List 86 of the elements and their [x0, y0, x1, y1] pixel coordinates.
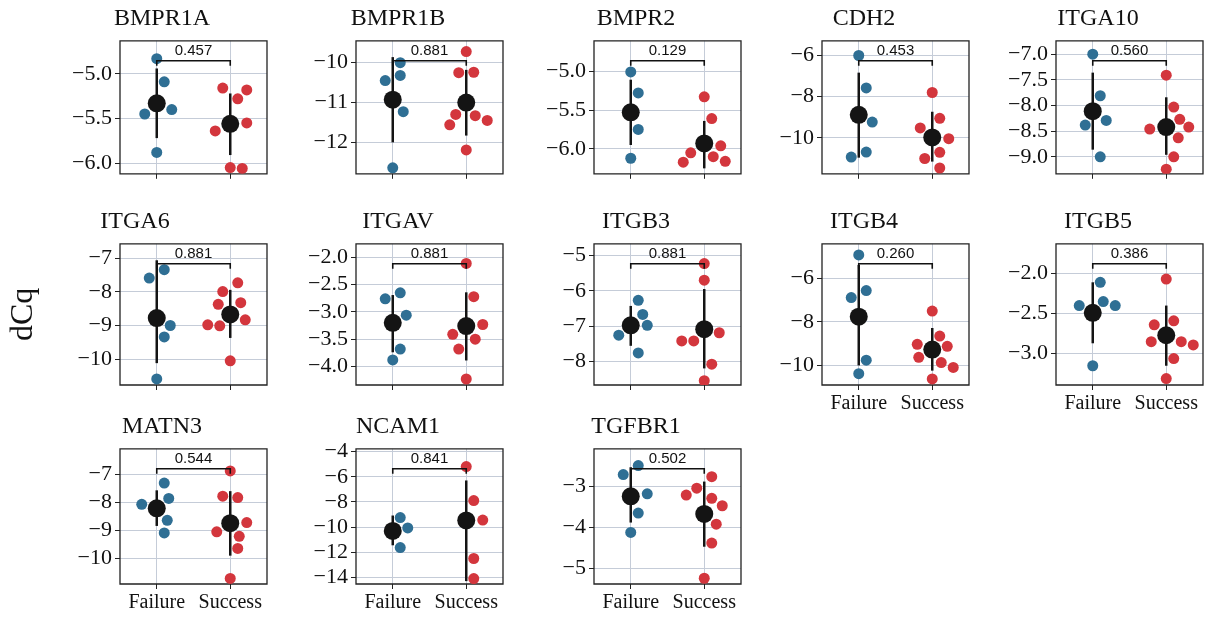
y-tick-label: −6 [324, 462, 348, 488]
y-axis-title: dCq [2, 287, 39, 342]
y-tick-label: −6.0 [546, 134, 586, 160]
chart-title: ITGAV [362, 206, 435, 233]
y-tick-label: −6.0 [72, 148, 112, 174]
x-tick-label: Failure [1064, 391, 1122, 414]
y-tick-label: −5.0 [72, 59, 112, 85]
annotation: 0.453 [876, 41, 915, 59]
y-tick-label: −5 [562, 554, 586, 580]
y-tick-label: −10 [779, 351, 814, 377]
x-tick-label: Failure [364, 590, 422, 613]
y-tick-label: −7.5 [1008, 65, 1048, 91]
y-tick-label: −2.5 [308, 270, 348, 296]
annotation: 0.881 [174, 244, 213, 262]
annotation: 0.881 [410, 41, 449, 59]
y-tick-label: −4.0 [308, 352, 348, 378]
y-tick-label: −12 [313, 128, 348, 154]
y-tick-label: −14 [313, 563, 348, 589]
chart-title: BMPR1B [350, 3, 446, 30]
y-tick-label: −10 [313, 48, 348, 74]
x-tick-label: Failure [602, 590, 660, 613]
y-tick-label: −8 [790, 307, 814, 333]
chart-title: BMPR2 [596, 3, 676, 30]
y-tick-label: −2.0 [308, 243, 348, 269]
y-tick-label: −5 [562, 241, 586, 267]
chart-title: MATN3 [121, 411, 203, 438]
chart-title: TGFBR1 [591, 411, 681, 438]
x-tick-label: Success [434, 590, 499, 613]
y-tick-label: −10 [779, 123, 814, 149]
y-tick-label: −8 [88, 488, 112, 514]
x-tick-label: Success [1134, 391, 1199, 414]
y-tick-label: −8 [324, 487, 348, 513]
y-tick-label: −8 [88, 277, 112, 303]
chart-title: BMPR1A [113, 3, 211, 30]
annotation: 0.457 [174, 41, 213, 59]
y-tick-label: −9 [88, 311, 112, 337]
y-tick-label: −7 [562, 311, 586, 337]
chart-title: ITGB3 [602, 206, 670, 233]
y-tick-label: −6 [790, 264, 814, 290]
x-tick-label: Success [672, 590, 737, 613]
annotation: 0.881 [648, 244, 687, 262]
y-tick-label: −8.0 [1008, 91, 1048, 117]
y-tick-label: −3 [562, 472, 586, 498]
y-tick-label: −8.5 [1008, 116, 1048, 142]
annotation: 0.260 [876, 244, 915, 262]
y-tick-label: −10 [313, 512, 348, 538]
annotation: 0.129 [648, 41, 687, 59]
y-tick-label: −5.5 [546, 95, 586, 121]
y-tick-label: −4 [324, 437, 348, 463]
y-tick-label: −7 [88, 460, 112, 486]
y-tick-label: −7 [88, 244, 112, 270]
annotation: 0.560 [1110, 41, 1149, 59]
chart-title: ITGB5 [1064, 206, 1132, 233]
y-tick-label: −10 [77, 344, 112, 370]
annotation: 0.502 [648, 449, 687, 467]
y-tick-label: −2.0 [1008, 259, 1048, 285]
y-tick-label: −9 [88, 516, 112, 542]
annotation: 0.881 [410, 244, 449, 262]
y-tick-label: −5.5 [72, 104, 112, 130]
chart-title: CDH2 [832, 3, 896, 30]
y-tick-label: −8 [790, 82, 814, 108]
y-tick-label: −6 [562, 276, 586, 302]
x-tick-label: Success [900, 391, 965, 414]
x-tick-label: Failure [830, 391, 888, 414]
annotation: 0.544 [174, 449, 213, 467]
y-tick-label: −3.0 [1008, 339, 1048, 365]
y-tick-label: −2.5 [1008, 299, 1048, 325]
chart-title: NCAM1 [355, 411, 441, 438]
y-tick-label: −6 [790, 40, 814, 66]
chart-title: ITGB4 [830, 206, 898, 233]
chart-title: ITGA10 [1057, 3, 1139, 30]
x-tick-label: Success [198, 590, 263, 613]
y-tick-label: −8 [562, 347, 586, 373]
y-tick-label: −3.5 [308, 324, 348, 350]
x-tick-label: Failure [128, 590, 186, 613]
y-tick-label: −11 [314, 88, 348, 114]
chart-title: ITGA6 [100, 206, 170, 233]
y-tick-label: −4 [562, 513, 586, 539]
y-tick-label: −10 [77, 544, 112, 570]
y-tick-label: −7.0 [1008, 39, 1048, 65]
y-tick-label: −12 [313, 537, 348, 563]
annotation: 0.386 [1110, 244, 1149, 262]
y-tick-label: −5.0 [546, 56, 586, 82]
annotation: 0.841 [410, 449, 449, 467]
y-tick-label: −9.0 [1008, 142, 1048, 168]
y-tick-label: −3.0 [308, 297, 348, 323]
